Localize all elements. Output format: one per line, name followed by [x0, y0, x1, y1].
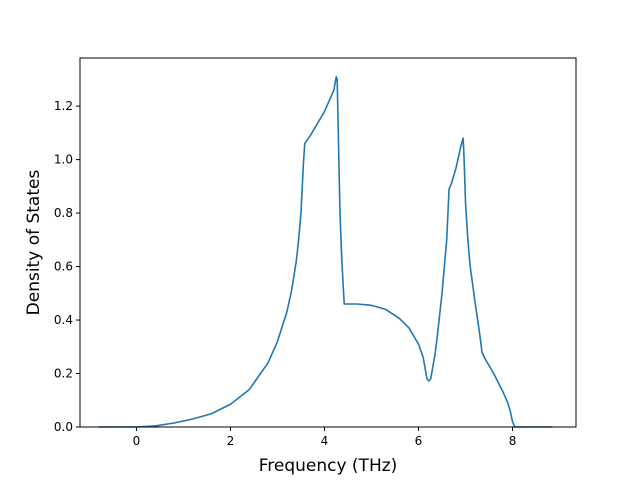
- y-tick-label: 0.8: [54, 206, 73, 220]
- y-tick-label: 1.0: [54, 153, 73, 167]
- y-tick-label: 0.4: [54, 313, 73, 327]
- y-tick-label: 0.0: [54, 420, 73, 434]
- y-tick-label: 0.2: [54, 367, 73, 381]
- x-axis-label: Frequency (THz): [259, 456, 398, 476]
- x-tick-label: 2: [227, 434, 235, 448]
- series-line-0: [98, 75, 553, 428]
- y-tick-label: 0.6: [54, 260, 73, 274]
- x-tick-label: 0: [133, 434, 141, 448]
- plot-frame: [79, 57, 577, 428]
- y-axis-label: Density of States: [24, 170, 44, 316]
- x-tick-label: 6: [415, 434, 423, 448]
- y-tick-label: 1.2: [54, 99, 73, 113]
- series-lines: [98, 75, 553, 428]
- plot-background: [80, 58, 576, 427]
- axis-ticks: 0 2 4 6 8 0.0 0.2 0.4 0.6 0.8 1.0 1.2: [54, 99, 516, 448]
- x-tick-label: 8: [509, 434, 517, 448]
- x-tick-label: 4: [321, 434, 329, 448]
